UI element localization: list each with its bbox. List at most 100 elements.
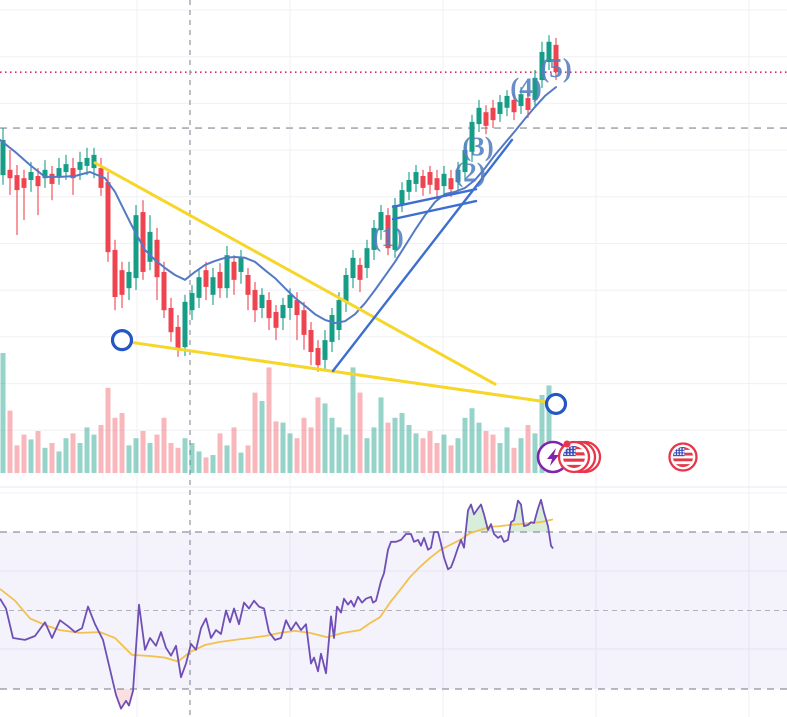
price-level-lines[interactable] <box>0 71 787 129</box>
volume-bar <box>315 397 321 473</box>
volume-bar <box>238 452 244 473</box>
candle-down <box>308 330 314 352</box>
wave-label[interactable]: (1) <box>372 222 403 252</box>
candle-down <box>315 348 321 366</box>
candle-down <box>161 271 167 311</box>
lightning-bolt-icon <box>547 448 559 466</box>
candle-up <box>63 164 69 173</box>
candle-down <box>273 311 279 328</box>
volume-bar <box>70 433 76 473</box>
volume-bar <box>189 443 195 473</box>
volume-bar <box>336 427 342 473</box>
volume-bar <box>357 392 363 473</box>
volume-bar <box>140 431 146 473</box>
volume-bar <box>224 445 230 473</box>
candle-up <box>399 190 405 206</box>
channel-lower-line[interactable] <box>391 199 478 221</box>
wave-label[interactable]: (5) <box>540 53 571 83</box>
volume-bar <box>420 438 426 473</box>
volume-bar <box>518 438 524 473</box>
candle-up <box>182 301 188 348</box>
candle-up <box>504 95 510 108</box>
volume-bar <box>385 422 391 473</box>
candlestick-series <box>0 35 559 372</box>
candle-up <box>189 293 195 311</box>
volume-bar <box>133 438 139 473</box>
candle-up <box>0 139 6 176</box>
drawing-anchor-handle[interactable] <box>110 329 134 352</box>
elliott-wave-labels[interactable]: (1) (2)(3) (4)(5) <box>372 53 571 252</box>
volume-bar <box>217 433 223 473</box>
volume-bar <box>343 434 349 473</box>
volume-bar <box>98 425 104 473</box>
volume-bar <box>427 431 433 473</box>
volume-bar <box>35 431 41 473</box>
candle-down <box>217 271 223 289</box>
volume-bar <box>511 447 517 473</box>
volume-bar <box>378 397 384 473</box>
volume-bar <box>0 353 6 473</box>
candle-down <box>252 289 258 311</box>
candle-down <box>105 182 111 253</box>
candle-down <box>357 264 363 280</box>
candle-up <box>371 227 377 250</box>
wave-label[interactable]: (4) <box>510 72 541 102</box>
candle-up <box>196 277 202 298</box>
candle-down <box>112 249 118 297</box>
wedge-upper-trendline[interactable] <box>93 161 497 386</box>
us-flag-event-icon[interactable] <box>557 440 602 474</box>
wedge-lower-trendline[interactable] <box>120 339 550 404</box>
us-flag-icon <box>673 447 693 467</box>
candle-up <box>476 107 482 125</box>
candle-up <box>546 41 552 63</box>
channel-upper-line[interactable] <box>391 187 478 209</box>
impulse-trendline[interactable] <box>331 138 514 373</box>
drawing-anchor-handle[interactable] <box>544 392 568 416</box>
candle-up <box>147 231 153 262</box>
event-markers[interactable] <box>536 440 698 474</box>
volume-bar <box>91 434 97 473</box>
candle-down <box>525 98 531 110</box>
candle-up <box>287 294 293 308</box>
volume-bar <box>441 434 447 473</box>
volume-bar <box>196 451 202 473</box>
volume-bar <box>532 433 538 473</box>
volume-bar <box>259 401 265 473</box>
volume-bar <box>84 427 90 473</box>
volume-bar <box>301 417 307 473</box>
volume-bar <box>308 427 314 473</box>
candle-up <box>322 340 328 360</box>
wave-label[interactable]: (3) <box>462 131 493 161</box>
candle-down <box>140 212 146 272</box>
candle-down <box>266 300 272 319</box>
volume-bar <box>371 427 377 473</box>
candle-up <box>133 215 139 279</box>
candle-up <box>238 257 244 272</box>
candle-up <box>210 277 216 295</box>
volume-bar <box>287 433 293 473</box>
wave-label[interactable]: (2) <box>454 157 485 187</box>
volume-bar <box>476 422 482 473</box>
volume-bar <box>434 443 440 473</box>
candle-up <box>413 172 419 184</box>
candle-up <box>441 173 447 187</box>
volume-bar <box>168 443 174 473</box>
candle-up <box>42 169 48 179</box>
candle-down <box>511 99 517 113</box>
volume-bar <box>7 410 13 473</box>
volume-bar <box>497 443 503 473</box>
trendline-drawings[interactable] <box>93 138 568 416</box>
us-flag-event-icon[interactable] <box>668 442 698 472</box>
candle-up <box>126 271 132 289</box>
candle-down <box>203 270 209 287</box>
candle-down <box>385 215 391 249</box>
candle-down <box>7 169 13 179</box>
candle-up <box>392 205 398 250</box>
volume-bar <box>329 417 335 473</box>
volume-bar <box>525 425 531 473</box>
volume-bar <box>21 434 27 473</box>
candle-up <box>224 255 230 289</box>
